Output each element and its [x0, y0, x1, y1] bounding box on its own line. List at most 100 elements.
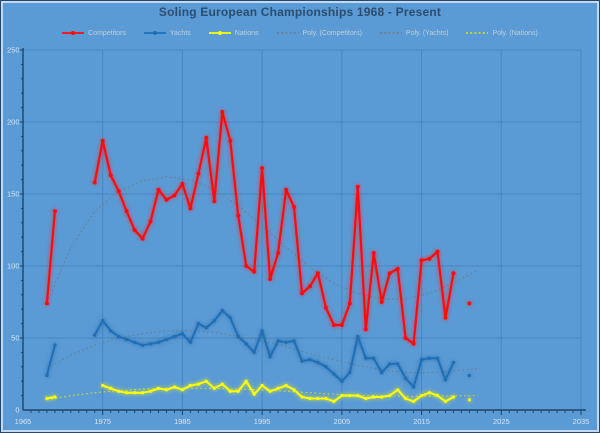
data-marker [244, 342, 248, 346]
data-marker [164, 337, 169, 342]
data-marker [108, 173, 113, 178]
legend-label-nations: Nations [234, 29, 259, 37]
data-marker [164, 388, 169, 392]
data-marker [340, 379, 344, 383]
axes [22, 48, 586, 411]
y-tick-label: 250 [7, 46, 20, 55]
tick-labels: 0 50 100 150 200 250 1965 1975 1985 1995 2005 2015 2… [7, 46, 589, 427]
data-marker [292, 388, 296, 392]
data-marker [411, 385, 416, 389]
data-marker [212, 319, 216, 323]
data-marker [180, 181, 185, 186]
data-marker [268, 389, 272, 393]
data-marker [252, 392, 256, 396]
legend-label-competitors: Competitors [88, 29, 126, 37]
data-marker [451, 395, 456, 399]
series-yachts [45, 308, 472, 389]
y-tick-label: 200 [7, 118, 20, 127]
data-marker [236, 213, 241, 218]
data-marker [300, 359, 304, 363]
data-marker [284, 340, 288, 344]
data-marker [156, 386, 161, 390]
legend-swatch-competitors [62, 31, 85, 35]
data-marker [101, 383, 105, 388]
data-marker [204, 135, 209, 140]
data-marker [380, 395, 384, 399]
data-marker [467, 398, 471, 402]
data-marker [53, 343, 57, 347]
data-marker [276, 251, 281, 255]
series-nations [45, 379, 471, 403]
legend-item-poly-yachts: Poly. (Yachts) [379, 29, 449, 37]
data-marker [395, 266, 400, 271]
x-tick-label: 2015 [413, 417, 430, 426]
data-marker [45, 373, 49, 378]
legend-label-poly-nations: Poly. (Nations) [492, 29, 538, 37]
data-marker [148, 342, 153, 346]
data-marker [260, 329, 264, 333]
data-marker [364, 396, 368, 401]
data-marker [180, 388, 184, 392]
data-marker [435, 394, 440, 398]
data-marker [427, 356, 432, 360]
data-marker [300, 291, 304, 296]
x-tick-label: 1985 [174, 417, 191, 426]
data-marker [228, 138, 233, 143]
trendline-poly-nations [46, 387, 478, 401]
data-marker [308, 284, 312, 289]
data-marker [93, 333, 97, 337]
data-marker [331, 323, 336, 327]
data-marker [324, 365, 328, 369]
data-marker [148, 389, 153, 393]
data-marker [124, 337, 129, 342]
data-marker [443, 315, 448, 320]
data-marker [220, 308, 224, 313]
gridlines [23, 49, 582, 410]
data-marker [404, 396, 408, 401]
data-marker [284, 383, 288, 388]
data-marker [435, 356, 440, 360]
data-marker [379, 300, 384, 304]
data-marker [332, 399, 336, 403]
data-marker [196, 321, 201, 326]
legend-label-poly-yachts: Poly. (Yachts) [405, 29, 449, 37]
data-marker [188, 383, 192, 388]
data-marker [212, 386, 216, 390]
data-marker [101, 319, 105, 323]
data-marker [356, 334, 360, 339]
data-marker [156, 187, 161, 192]
series-competitors [44, 109, 472, 346]
data-marker [412, 399, 416, 403]
data-marker [228, 316, 232, 320]
trend-path [46, 387, 478, 401]
legend-marker-icon [71, 31, 76, 35]
data-marker [125, 391, 129, 395]
x-tick-label: 2035 [573, 417, 590, 426]
data-marker [196, 382, 200, 386]
data-marker [188, 340, 193, 344]
data-marker [427, 256, 432, 261]
data-marker [467, 301, 472, 306]
data-marker [244, 379, 248, 383]
data-marker [172, 385, 177, 389]
data-marker [364, 356, 368, 360]
data-marker [164, 197, 169, 202]
data-marker [228, 389, 232, 393]
x-tick-label: 1965 [15, 417, 32, 426]
legend-item-poly-competitors: Poly. (Competitors) [276, 29, 362, 37]
data-marker [427, 391, 432, 395]
data-marker [140, 343, 145, 347]
data-marker [356, 394, 360, 398]
data-marker [92, 180, 97, 185]
trend-path [46, 176, 478, 304]
chart-title: Soling European Championships 1968 - Pre… [158, 5, 442, 19]
data-marker [44, 301, 49, 306]
data-marker [268, 277, 273, 281]
data-marker [363, 327, 368, 332]
data-marker [300, 395, 304, 399]
x-tick-label: 1995 [254, 417, 271, 426]
data-marker [172, 193, 177, 198]
data-marker [292, 339, 296, 343]
data-marker [348, 370, 352, 375]
